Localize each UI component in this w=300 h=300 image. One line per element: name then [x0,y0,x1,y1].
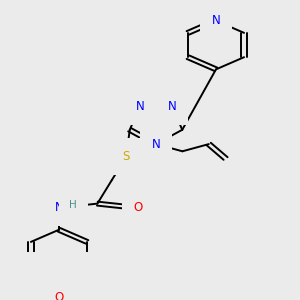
Text: O: O [134,201,143,214]
Text: H: H [70,200,77,210]
Text: N: N [212,14,220,27]
Text: N: N [168,100,177,113]
Text: N: N [152,138,160,151]
Text: N: N [55,201,63,214]
Text: N: N [135,100,144,113]
Text: O: O [54,291,64,300]
Text: S: S [122,150,130,163]
